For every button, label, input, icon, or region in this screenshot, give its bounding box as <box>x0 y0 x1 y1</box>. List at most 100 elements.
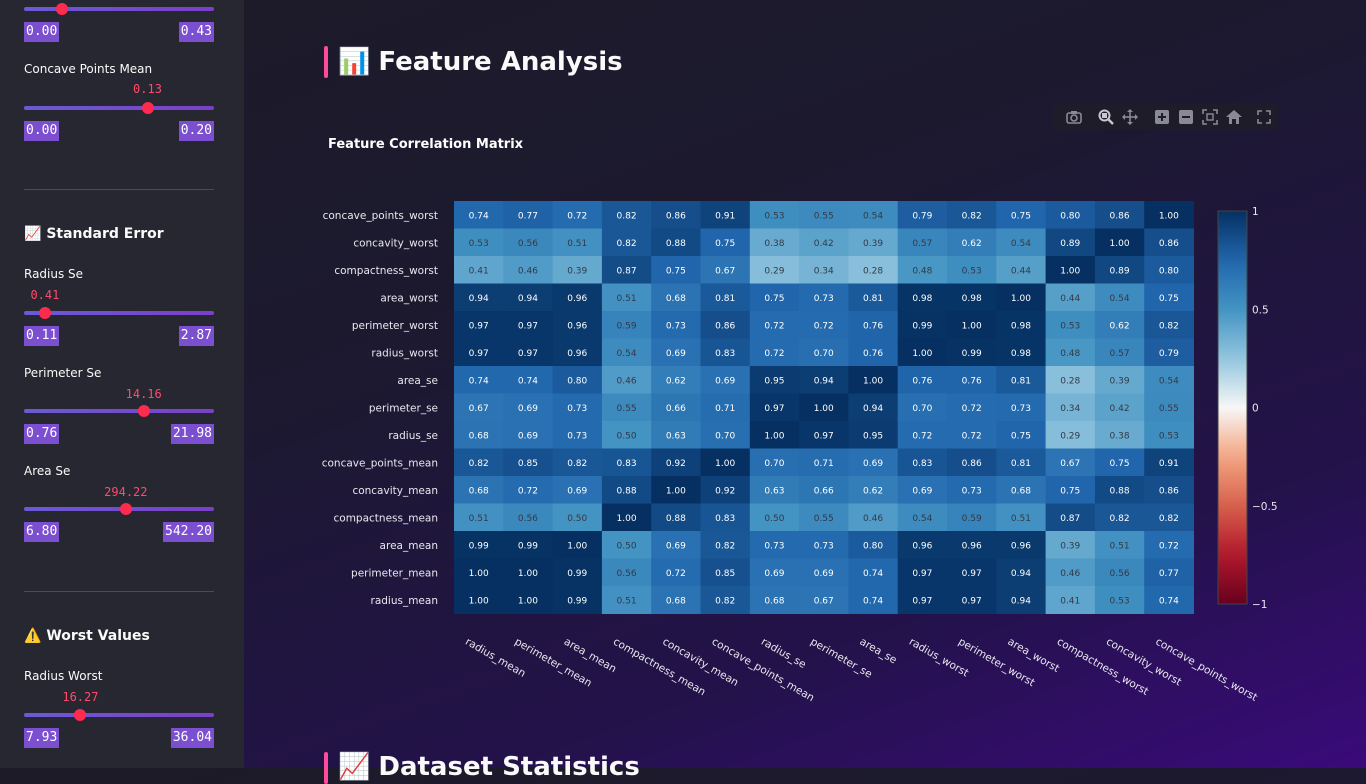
cell-label: 0.79 <box>912 211 932 221</box>
cell-label: 0.39 <box>567 266 587 276</box>
cell-label: 0.88 <box>1110 486 1130 496</box>
cell-label: 0.55 <box>1159 404 1179 414</box>
cell-label: 0.59 <box>962 514 982 524</box>
cell-label: 1.00 <box>666 486 686 496</box>
cell-label: 0.68 <box>1011 486 1031 496</box>
cell-label: 0.83 <box>912 459 932 469</box>
cell-label: 0.34 <box>814 266 834 276</box>
cell-label: 0.89 <box>1110 266 1130 276</box>
cell-label: 0.51 <box>469 514 489 524</box>
cell-label: 0.73 <box>814 294 834 304</box>
cell-label: 0.97 <box>469 349 489 359</box>
cell-label: 0.66 <box>666 404 686 414</box>
cell-label: 0.76 <box>962 376 982 386</box>
cell-label: 0.96 <box>567 294 587 304</box>
cell-label: 0.86 <box>715 321 735 331</box>
y-tick-label: concavity_worst <box>353 237 438 249</box>
cell-label: 0.82 <box>567 459 587 469</box>
cell-label: 1.00 <box>1011 294 1031 304</box>
cell-label: 0.82 <box>617 211 637 221</box>
cell-label: 0.82 <box>1159 321 1179 331</box>
cell-label: 0.95 <box>863 431 883 441</box>
cell-label: 1.00 <box>912 349 932 359</box>
cell-label: 0.50 <box>567 514 587 524</box>
cell-label: 0.77 <box>1159 569 1179 579</box>
cell-label: 0.97 <box>962 569 982 579</box>
cell-label: 0.62 <box>863 486 883 496</box>
cell-label: 0.46 <box>1060 569 1080 579</box>
cell-label: 0.28 <box>863 266 883 276</box>
colorbar-tick-label: −1 <box>1252 599 1267 611</box>
cell-label: 0.53 <box>469 239 489 249</box>
y-tick-label: perimeter_worst <box>352 320 438 332</box>
cell-label: 0.83 <box>715 514 735 524</box>
cell-label: 0.75 <box>715 239 735 249</box>
cell-label: 0.50 <box>617 541 637 551</box>
cell-label: 0.46 <box>617 376 637 386</box>
cell-label: 0.80 <box>1159 266 1179 276</box>
cell-label: 0.73 <box>1011 404 1031 414</box>
cell-label: 0.76 <box>863 349 883 359</box>
cell-label: 0.87 <box>1060 514 1080 524</box>
cell-label: 0.94 <box>1011 596 1031 606</box>
cell-label: 0.91 <box>1159 459 1179 469</box>
cell-label: 0.75 <box>1011 431 1031 441</box>
cell-label: 0.55 <box>617 404 637 414</box>
cell-label: 0.51 <box>1110 541 1130 551</box>
cell-label: 1.00 <box>469 569 489 579</box>
cell-label: 0.75 <box>1011 211 1031 221</box>
title-accent-bar <box>324 752 328 784</box>
cell-label: 0.94 <box>469 294 489 304</box>
cell-label: 0.67 <box>1060 459 1080 469</box>
cell-label: 0.82 <box>715 541 735 551</box>
cell-label: 1.00 <box>715 459 735 469</box>
cell-label: 0.85 <box>715 569 735 579</box>
cell-label: 0.76 <box>863 321 883 331</box>
cell-label: 0.54 <box>1110 294 1130 304</box>
x-tick-label: compactness_worst <box>1055 636 1151 698</box>
cell-label: 0.97 <box>962 596 982 606</box>
cell-label: 0.69 <box>764 569 784 579</box>
colorbar-tick-label: 1 <box>1252 206 1259 218</box>
cell-label: 0.67 <box>814 596 834 606</box>
cell-label: 0.92 <box>715 486 735 496</box>
cell-label: 0.50 <box>764 514 784 524</box>
cell-label: 0.38 <box>1110 431 1130 441</box>
cell-label: 0.82 <box>715 596 735 606</box>
cell-label: 0.42 <box>814 239 834 249</box>
cell-label: 0.94 <box>814 376 834 386</box>
cell-label: 0.67 <box>469 404 489 414</box>
cell-label: 0.70 <box>912 404 932 414</box>
colorbar <box>1218 211 1247 604</box>
cell-label: 0.69 <box>567 486 587 496</box>
cell-label: 1.00 <box>1110 239 1130 249</box>
cell-label: 0.55 <box>814 514 834 524</box>
x-tick-label: area_se <box>858 636 899 667</box>
cell-label: 0.96 <box>912 541 932 551</box>
cell-label: 0.66 <box>814 486 834 496</box>
cell-label: 0.57 <box>1110 349 1130 359</box>
cell-label: 0.73 <box>814 541 834 551</box>
cell-label: 0.51 <box>1011 514 1031 524</box>
cell-label: 0.62 <box>666 376 686 386</box>
cell-label: 0.53 <box>962 266 982 276</box>
y-tick-label: compactness_mean <box>334 512 439 524</box>
y-tick-label: perimeter_mean <box>351 567 438 579</box>
cell-label: 0.34 <box>1060 404 1080 414</box>
cell-label: 0.99 <box>518 541 538 551</box>
cell-label: 0.99 <box>567 569 587 579</box>
cell-label: 0.92 <box>666 459 686 469</box>
cell-label: 0.74 <box>863 569 883 579</box>
cell-label: 0.68 <box>469 431 489 441</box>
cell-label: 1.00 <box>518 596 538 606</box>
cell-label: 1.00 <box>962 321 982 331</box>
correlation-heatmap[interactable]: 0.74 0.77 0.72 0.82 0.86 0.91 0.53 0.55 0.54 0.79… <box>0 0 1366 740</box>
cell-label: 0.86 <box>1110 211 1130 221</box>
cell-label: 0.72 <box>962 431 982 441</box>
cell-label: 1.00 <box>1060 266 1080 276</box>
cell-label: 0.89 <box>1060 239 1080 249</box>
cell-label: 0.70 <box>764 459 784 469</box>
cell-label: 0.97 <box>764 404 784 414</box>
cell-label: 0.39 <box>1060 541 1080 551</box>
cell-label: 0.57 <box>912 239 932 249</box>
